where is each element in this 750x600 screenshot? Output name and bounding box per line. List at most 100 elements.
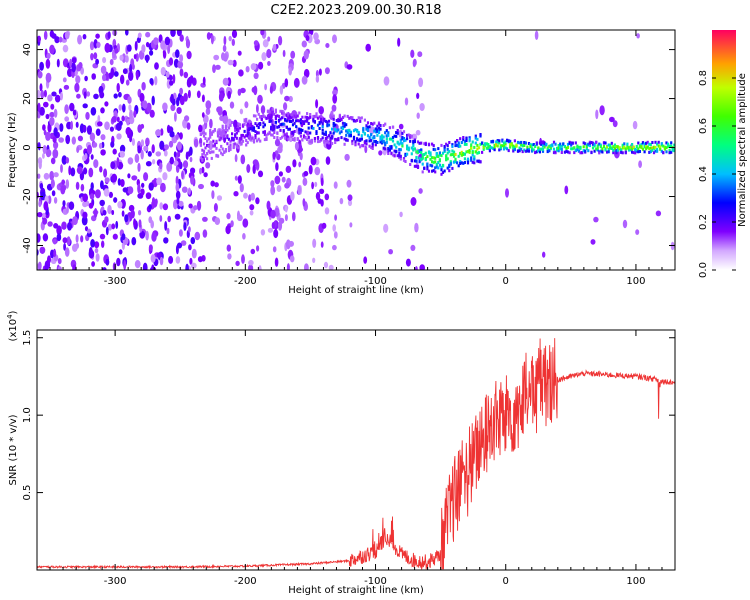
noise-speckle: [222, 77, 229, 86]
ridge-cell: [368, 144, 371, 148]
ridge-cell: [274, 108, 277, 112]
noise-speckle: [212, 64, 216, 73]
noise-speckle: [149, 50, 154, 56]
noise-speckle: [67, 222, 72, 231]
ridge-cell: [432, 160, 435, 164]
noise-speckle: [185, 151, 189, 160]
ridge-cell: [449, 153, 452, 157]
ridge-cell: [291, 138, 295, 141]
ridge-cell: [426, 162, 429, 166]
ridge-cell: [418, 149, 421, 153]
noise-speckle: [40, 89, 45, 99]
ridge-cell: [534, 150, 537, 154]
ridge-cell: [381, 136, 384, 140]
noise-speckle: [226, 212, 231, 220]
ridge-cell: [591, 146, 595, 150]
ridge-cell: [221, 126, 224, 130]
ridge-cell: [254, 136, 257, 140]
ridge-cell: [346, 138, 349, 142]
noise-speckle: [197, 256, 203, 263]
noise-speckle: [227, 90, 232, 100]
ridge-cell: [268, 130, 271, 134]
ridge-cell: [279, 123, 282, 127]
ridge-cell: [318, 121, 321, 125]
ridge-cell: [377, 129, 381, 133]
ridge-cell: [329, 138, 332, 142]
noise-speckle: [412, 58, 417, 66]
noise-speckle: [231, 30, 238, 39]
noise-speckle: [151, 264, 155, 270]
ridge-cell: [440, 154, 443, 158]
ridge-cell: [282, 130, 285, 134]
ridge-cell: [299, 131, 302, 135]
noise-speckle: [183, 71, 189, 79]
noise-speckle: [124, 214, 129, 223]
noise-speckle: [178, 229, 183, 237]
ridge-cell: [384, 141, 387, 145]
noise-speckle: [88, 249, 95, 259]
noise-speckle: [154, 62, 159, 70]
noise-speckle: [118, 249, 123, 255]
noise-speckle: [216, 195, 223, 201]
ridge-cell: [654, 140, 657, 144]
ridge-cell: [323, 117, 326, 121]
ridge-cell: [379, 140, 382, 144]
noise-speckle: [285, 165, 292, 173]
ridge-cell: [415, 155, 418, 159]
noise-speckle: [339, 197, 344, 205]
ridge-cell: [207, 137, 210, 141]
ridge-cell: [246, 128, 249, 132]
ridge-cell: [401, 137, 404, 141]
ridge-cell: [524, 149, 527, 153]
noise-speckle: [77, 135, 83, 142]
noise-speckle: [72, 109, 77, 116]
noise-speckle: [320, 241, 324, 248]
ridge-cell: [343, 137, 346, 141]
noise-speckle: [145, 230, 149, 241]
ridge-cell: [262, 121, 265, 125]
noise-speckle: [145, 41, 150, 48]
ridge-cell: [257, 122, 260, 126]
ridge-cell: [263, 123, 266, 127]
ridge-cell: [595, 147, 598, 151]
ridge-cell: [368, 125, 371, 129]
ridge-cell: [668, 144, 671, 148]
noise-speckle: [151, 95, 155, 106]
ridge-cell: [357, 132, 360, 136]
x-tick-label: -100: [364, 276, 387, 287]
noise-speckle: [176, 30, 182, 37]
noise-speckle: [163, 237, 169, 244]
noise-speckle: [125, 55, 129, 63]
ridge-cell: [406, 152, 409, 156]
noise-speckle: [90, 239, 95, 248]
ridge-cell: [496, 139, 499, 143]
noise-speckle: [134, 40, 138, 51]
ridge-cell: [487, 143, 490, 146]
noise-speckle: [244, 101, 249, 109]
ridge-cell: [279, 109, 282, 113]
noise-speckle: [344, 153, 350, 161]
ridge-cell: [343, 122, 346, 126]
ridge-cell: [220, 144, 223, 148]
ridge-cell: [368, 136, 371, 140]
noise-speckle: [111, 173, 118, 183]
noise-speckle: [103, 188, 110, 197]
ridge-cell: [231, 132, 234, 136]
ridge-cell: [334, 141, 337, 144]
noise-speckle: [164, 36, 171, 46]
noise-speckle: [276, 185, 282, 192]
ridge-cell: [427, 150, 431, 154]
noise-speckle: [308, 164, 313, 175]
ridge-cell: [474, 141, 477, 145]
ridge-cell: [232, 142, 235, 146]
noise-speckle: [50, 157, 56, 165]
noise-speckle: [210, 34, 214, 45]
noise-speckle: [42, 233, 49, 242]
noise-speckle: [398, 129, 403, 138]
ridge-cell: [410, 158, 413, 162]
noise-speckle: [227, 253, 232, 260]
ridge-cell: [354, 119, 357, 123]
ridge-cell: [340, 126, 343, 130]
ridge-cell: [506, 138, 509, 142]
noise-speckle: [181, 170, 184, 180]
